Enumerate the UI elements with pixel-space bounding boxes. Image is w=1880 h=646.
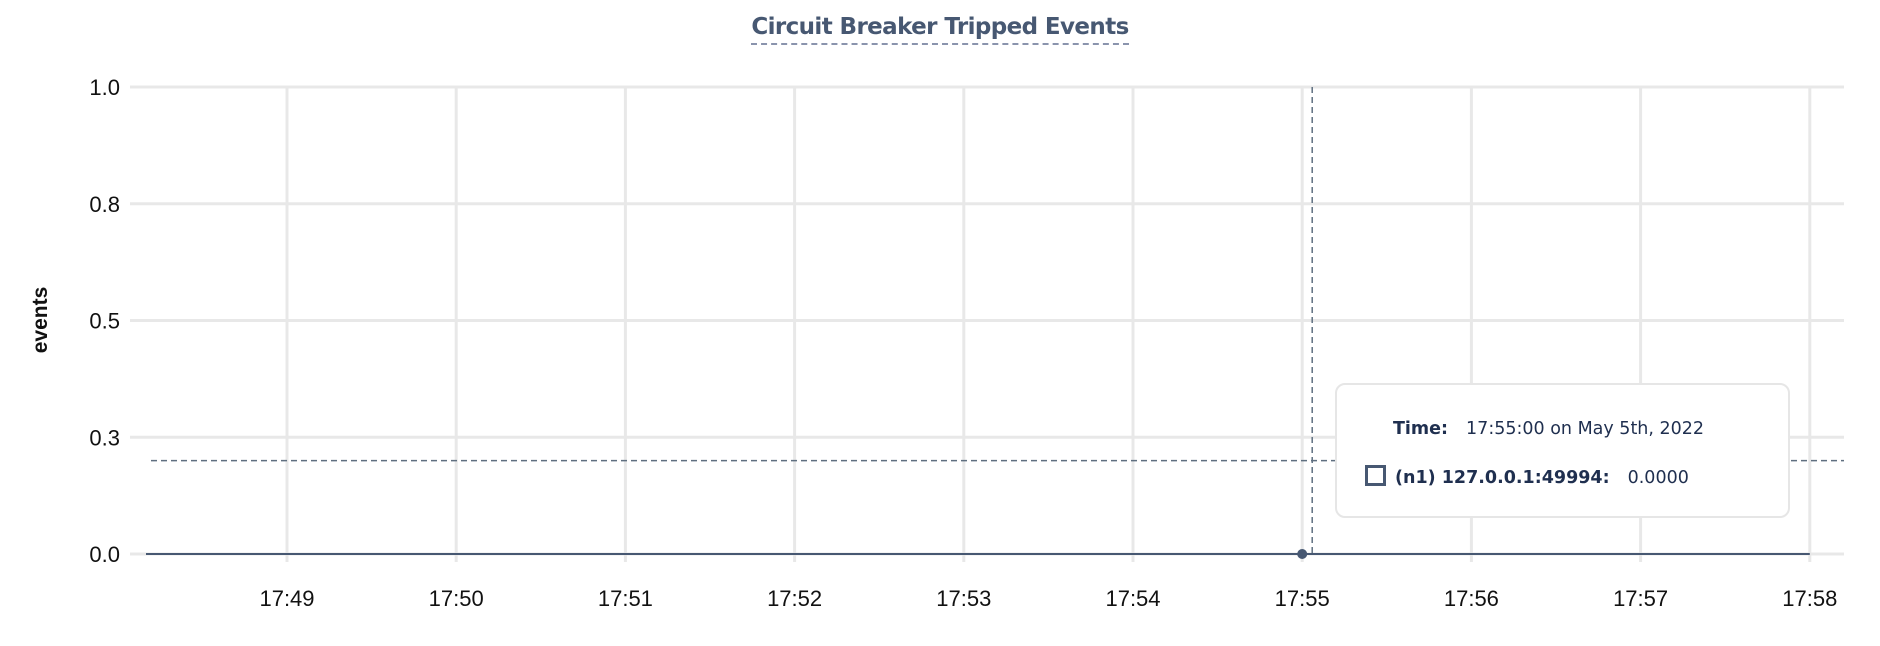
x-tick-label: 17:57 (1613, 586, 1668, 611)
data-point (1297, 549, 1308, 559)
tooltip-series-label: (n1) 127.0.0.1:49994: (1395, 468, 1610, 488)
x-tick-label: 17:54 (1105, 586, 1160, 611)
x-tick-label: 17:50 (429, 586, 484, 611)
y-tick-label: 0.0 (89, 542, 120, 567)
x-tick-label: 17:53 (936, 586, 991, 611)
x-tick-label: 17:51 (598, 586, 653, 611)
tooltip-time-row: Time: 17:55:00 on May 5th, 2022 (1393, 419, 1704, 439)
x-tick-label: 17:56 (1444, 586, 1499, 611)
x-tick-label: 17:55 (1275, 586, 1330, 611)
x-tick-label: 17:58 (1782, 586, 1837, 611)
series-swatch-icon (1365, 465, 1386, 486)
tooltip-series-row: (n1) 127.0.0.1:49994: 0.0000 (1365, 465, 1689, 488)
y-tick-label: 0.8 (89, 192, 120, 217)
x-tick-label: 17:49 (259, 586, 314, 611)
grid (130, 85, 1844, 562)
tooltip-time-value: 17:55:00 on May 5th, 2022 (1466, 419, 1705, 439)
chart-title: Circuit Breaker Tripped Events (0, 14, 1880, 45)
y-tick-label: 1.0 (89, 75, 120, 100)
series (146, 549, 1810, 559)
y-tick-label: 0.5 (89, 309, 120, 334)
tooltip: Time: 17:55:00 on May 5th, 2022 (n1) 127.… (1335, 383, 1790, 518)
x-axis: 17:49 17:50 17:51 17:52 17:53 17:54 17:55 17:56… (259, 586, 1837, 611)
y-axis-label: events (29, 287, 52, 354)
x-tick-label: 17:52 (767, 586, 822, 611)
tooltip-time-label: Time: (1393, 419, 1449, 439)
y-tick-label: 0.3 (89, 425, 120, 450)
chart-title-text: Circuit Breaker Tripped Events (751, 14, 1129, 45)
y-axis: 0.0 0.3 0.5 0.8 1.0 (89, 75, 120, 567)
tooltip-series-value: 0.0000 (1627, 468, 1689, 488)
